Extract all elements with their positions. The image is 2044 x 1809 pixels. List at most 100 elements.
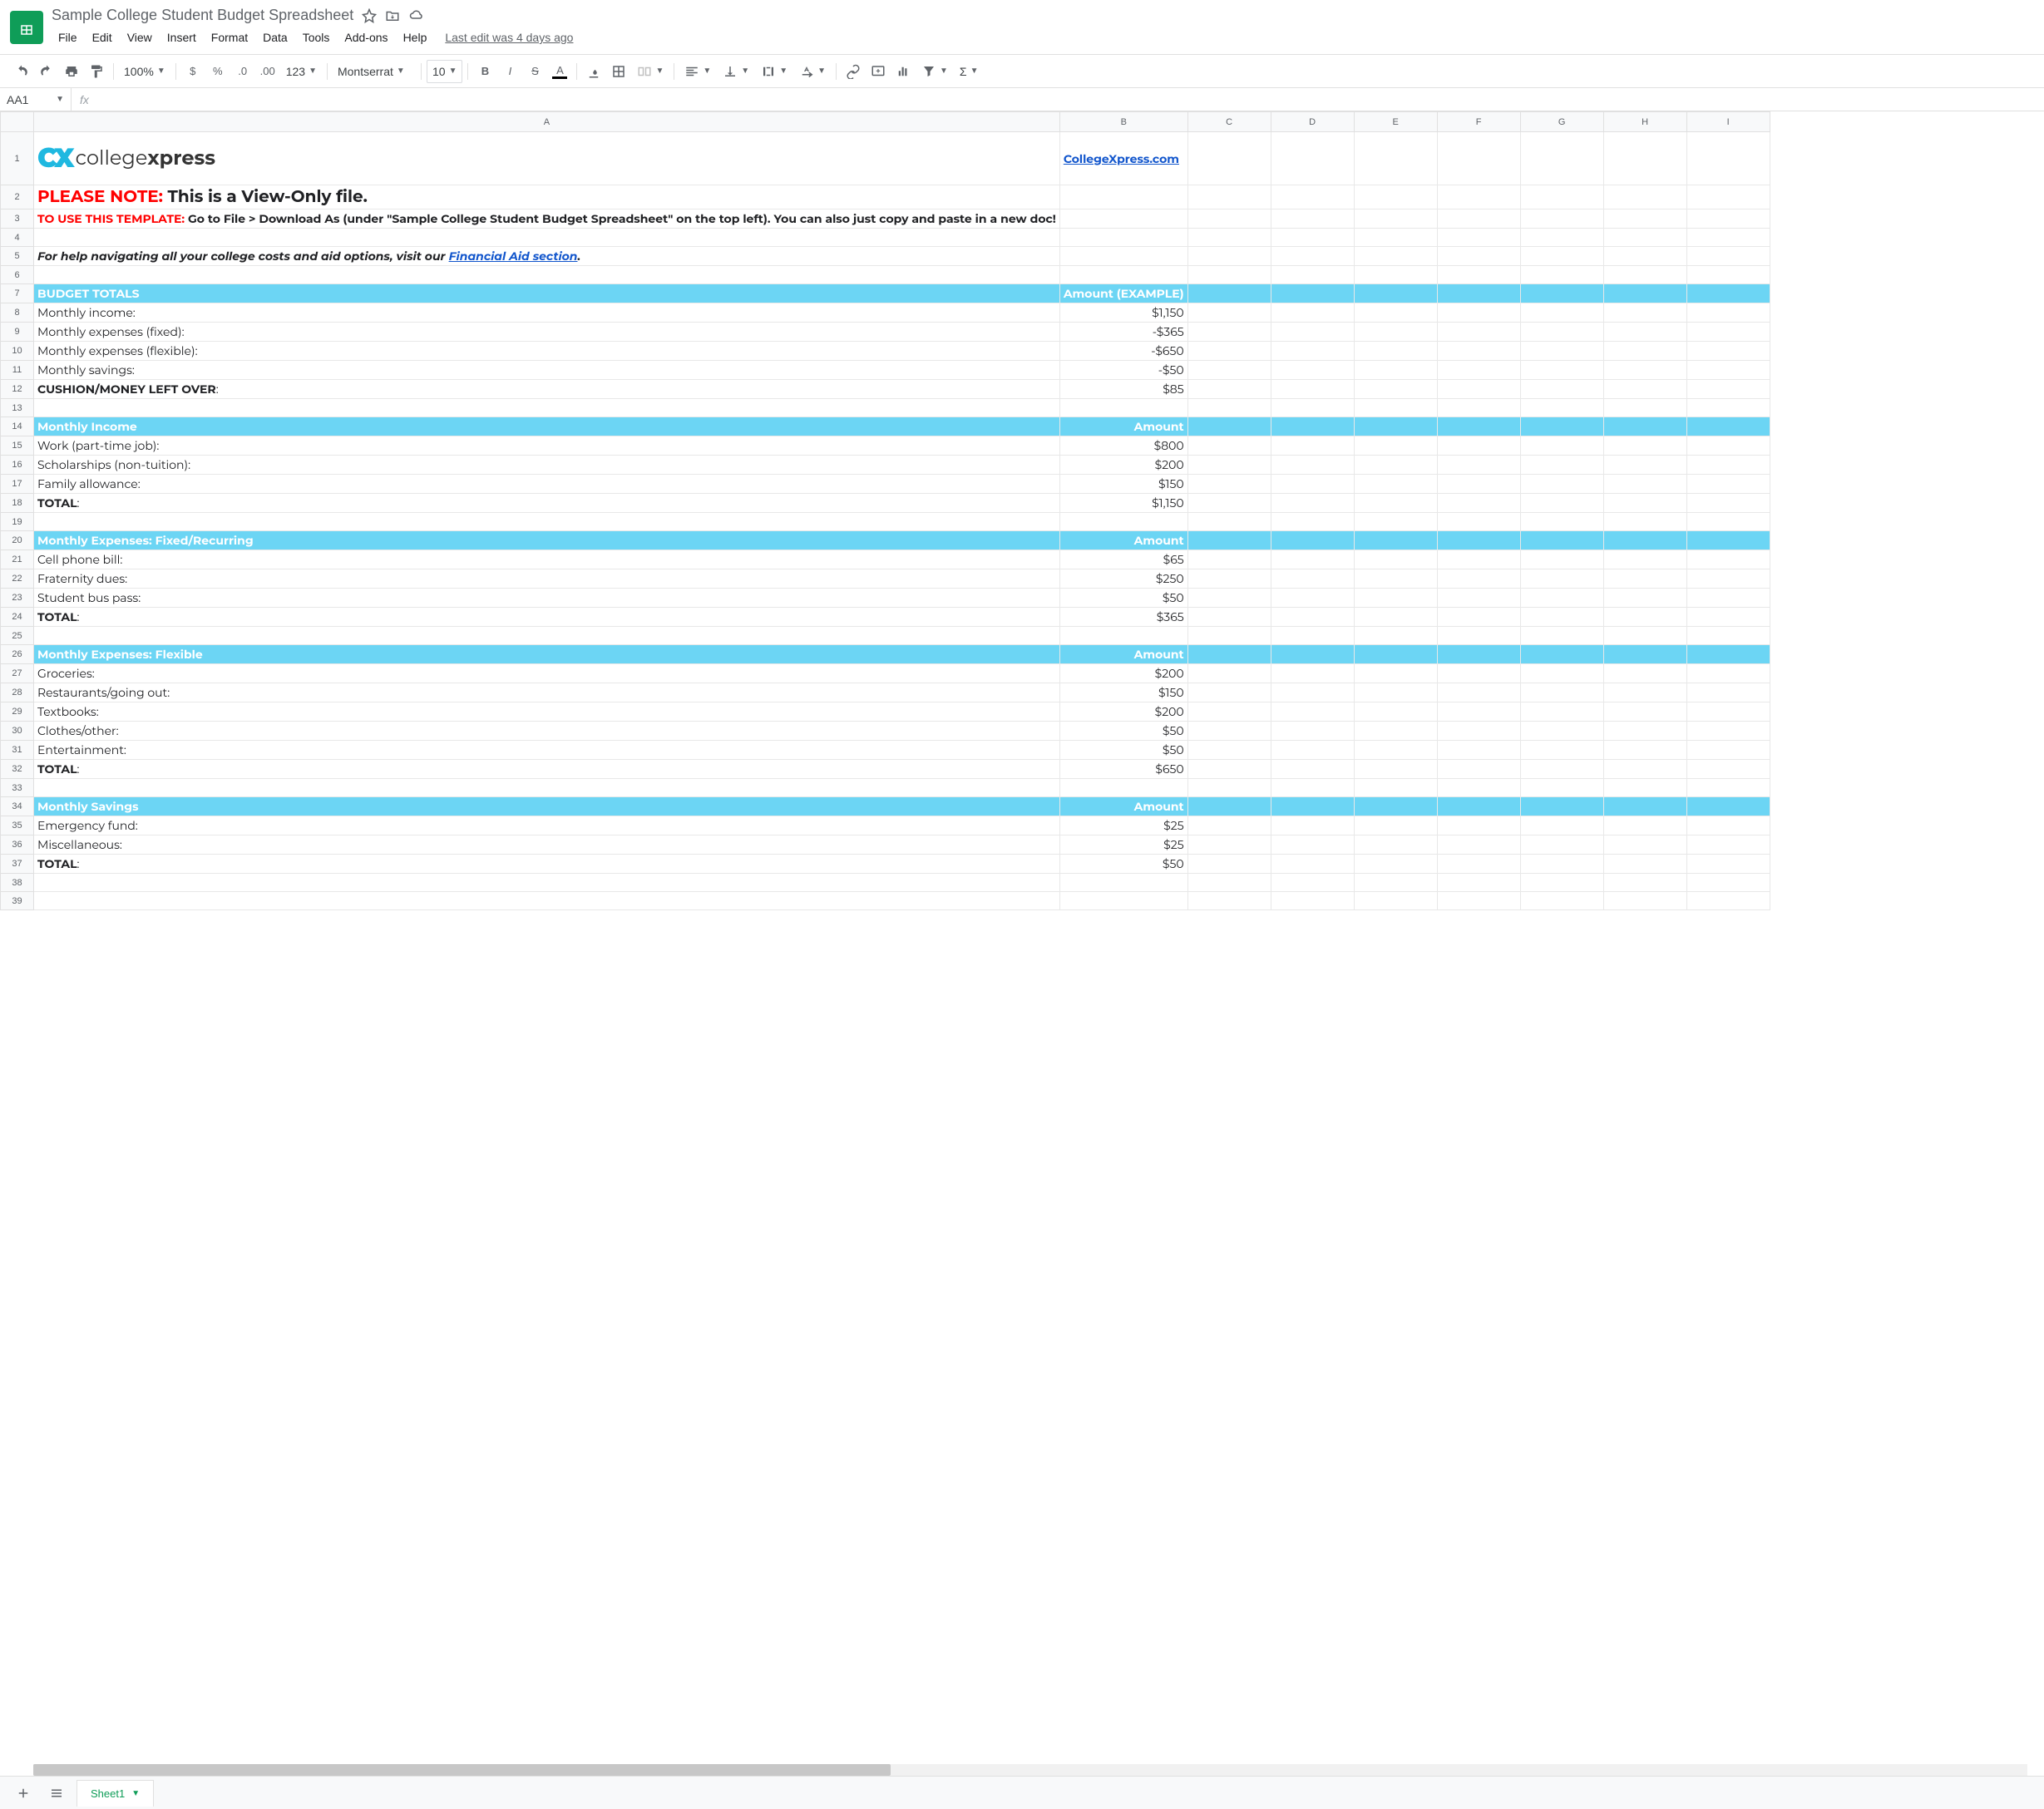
cell-A10[interactable]: Monthly expenses (flexible):: [34, 342, 1060, 361]
cloud-status-icon[interactable]: [408, 8, 425, 23]
cell-A11[interactable]: Monthly savings:: [34, 361, 1060, 380]
cell-A6[interactable]: [34, 266, 1060, 284]
cell-H34[interactable]: [1603, 797, 1686, 816]
print-icon[interactable]: [60, 60, 83, 83]
cell-I22[interactable]: [1686, 569, 1770, 589]
bold-icon[interactable]: B: [473, 60, 496, 83]
cell-B16[interactable]: $200: [1059, 456, 1187, 475]
cell-C25[interactable]: [1187, 627, 1271, 645]
cell-E38[interactable]: [1354, 874, 1437, 892]
cell-A23[interactable]: Student bus pass:: [34, 589, 1060, 608]
cell-B38[interactable]: [1059, 874, 1187, 892]
redo-icon[interactable]: [35, 60, 58, 83]
cell-B34[interactable]: Amount: [1059, 797, 1187, 816]
cell-B9[interactable]: -$365: [1059, 323, 1187, 342]
cell-A39[interactable]: [34, 892, 1060, 910]
cell-H21[interactable]: [1603, 550, 1686, 569]
cell-C4[interactable]: [1187, 229, 1271, 247]
cell-I7[interactable]: [1686, 284, 1770, 303]
cell-G3[interactable]: [1520, 209, 1603, 229]
cell-I31[interactable]: [1686, 741, 1770, 760]
menu-edit[interactable]: Edit: [86, 27, 119, 47]
cell-A5[interactable]: For help navigating all your college cos…: [34, 247, 1060, 266]
star-icon[interactable]: [362, 8, 377, 23]
cell-D12[interactable]: [1271, 380, 1354, 399]
menu-tools[interactable]: Tools: [296, 27, 337, 47]
cell-G29[interactable]: [1520, 702, 1603, 722]
filter-icon[interactable]: ▼: [916, 60, 953, 83]
row-header[interactable]: 19: [1, 513, 34, 531]
row-header[interactable]: 2: [1, 185, 34, 209]
cell-E27[interactable]: [1354, 664, 1437, 683]
paint-format-icon[interactable]: [85, 60, 108, 83]
cell-E5[interactable]: [1354, 247, 1437, 266]
cell-B37[interactable]: $50: [1059, 855, 1187, 874]
cell-C15[interactable]: [1187, 436, 1271, 456]
cell-H29[interactable]: [1603, 702, 1686, 722]
cell-A33[interactable]: [34, 779, 1060, 797]
cell-E8[interactable]: [1354, 303, 1437, 323]
cell-E1[interactable]: [1354, 132, 1437, 185]
cell-D7[interactable]: [1271, 284, 1354, 303]
cell-F16[interactable]: [1437, 456, 1520, 475]
cell-G8[interactable]: [1520, 303, 1603, 323]
menu-addons[interactable]: Add-ons: [338, 27, 394, 47]
cell-H35[interactable]: [1603, 816, 1686, 835]
row-header[interactable]: 17: [1, 475, 34, 494]
increase-decimal-icon[interactable]: .00: [256, 60, 279, 83]
row-header[interactable]: 21: [1, 550, 34, 569]
cell-F27[interactable]: [1437, 664, 1520, 683]
row-header[interactable]: 6: [1, 266, 34, 284]
cell-D6[interactable]: [1271, 266, 1354, 284]
cell-G6[interactable]: [1520, 266, 1603, 284]
cell-I27[interactable]: [1686, 664, 1770, 683]
cell-H16[interactable]: [1603, 456, 1686, 475]
row-header[interactable]: 22: [1, 569, 34, 589]
cell-E11[interactable]: [1354, 361, 1437, 380]
cell-G32[interactable]: [1520, 760, 1603, 779]
cell-A13[interactable]: [34, 399, 1060, 417]
spreadsheet-grid[interactable]: ABCDEFGHI1CXcollegexpressCollegeXpress.c…: [0, 111, 2044, 1771]
cell-E9[interactable]: [1354, 323, 1437, 342]
cell-H23[interactable]: [1603, 589, 1686, 608]
cell-F2[interactable]: [1437, 185, 1520, 209]
cell-I36[interactable]: [1686, 835, 1770, 855]
cell-F21[interactable]: [1437, 550, 1520, 569]
cell-A14[interactable]: Monthly Income: [34, 417, 1060, 436]
cell-D20[interactable]: [1271, 531, 1354, 550]
cell-I18[interactable]: [1686, 494, 1770, 513]
cell-F11[interactable]: [1437, 361, 1520, 380]
cell-B11[interactable]: -$50: [1059, 361, 1187, 380]
cell-B21[interactable]: $65: [1059, 550, 1187, 569]
cell-E7[interactable]: [1354, 284, 1437, 303]
cell-D9[interactable]: [1271, 323, 1354, 342]
cell-C17[interactable]: [1187, 475, 1271, 494]
borders-icon[interactable]: [607, 60, 630, 83]
cell-H31[interactable]: [1603, 741, 1686, 760]
cell-D11[interactable]: [1271, 361, 1354, 380]
cell-B15[interactable]: $800: [1059, 436, 1187, 456]
cell-F31[interactable]: [1437, 741, 1520, 760]
cell-C18[interactable]: [1187, 494, 1271, 513]
row-header[interactable]: 28: [1, 683, 34, 702]
cell-C9[interactable]: [1187, 323, 1271, 342]
cell-H5[interactable]: [1603, 247, 1686, 266]
cell-E13[interactable]: [1354, 399, 1437, 417]
cell-D5[interactable]: [1271, 247, 1354, 266]
cell-I28[interactable]: [1686, 683, 1770, 702]
font-size-select[interactable]: 10▼: [427, 60, 462, 83]
cell-D35[interactable]: [1271, 816, 1354, 835]
cell-B5[interactable]: [1059, 247, 1187, 266]
cell-A3[interactable]: TO USE THIS TEMPLATE: Go to File > Downl…: [34, 209, 1060, 229]
row-header[interactable]: 39: [1, 892, 34, 910]
cell-A1[interactable]: CXcollegexpress: [34, 132, 1060, 185]
cell-B24[interactable]: $365: [1059, 608, 1187, 627]
cell-I32[interactable]: [1686, 760, 1770, 779]
row-header[interactable]: 35: [1, 816, 34, 835]
cell-D25[interactable]: [1271, 627, 1354, 645]
cell-I21[interactable]: [1686, 550, 1770, 569]
cell-C6[interactable]: [1187, 266, 1271, 284]
cell-H13[interactable]: [1603, 399, 1686, 417]
cell-C7[interactable]: [1187, 284, 1271, 303]
cell-I25[interactable]: [1686, 627, 1770, 645]
